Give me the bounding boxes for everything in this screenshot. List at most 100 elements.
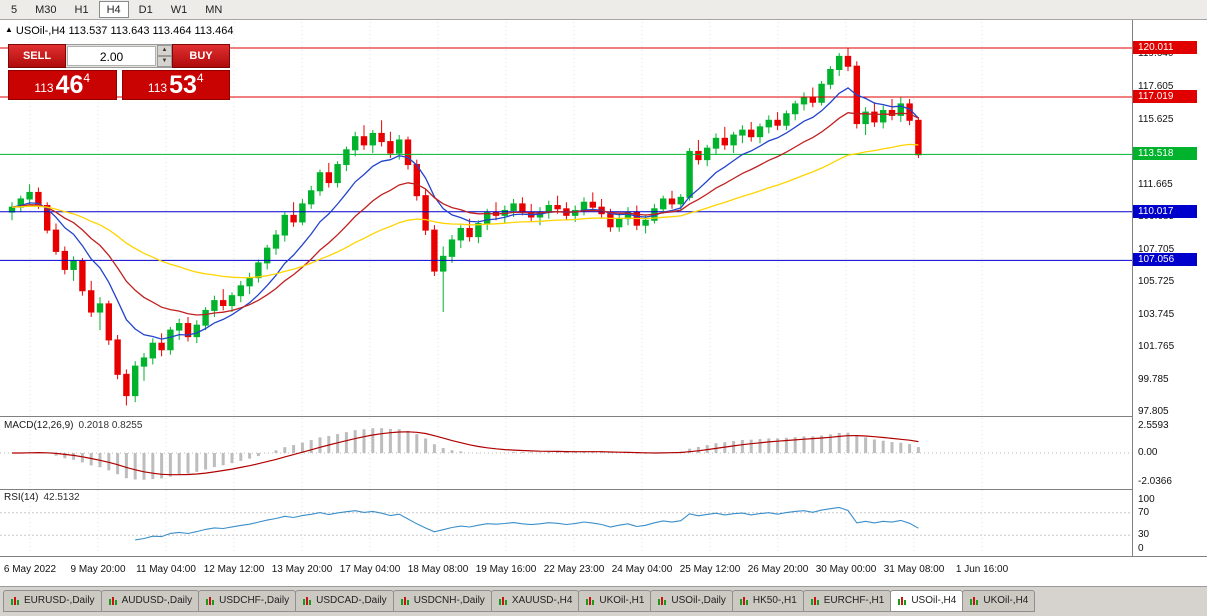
chart-tab-xauusd-h4[interactable]: XAUUSD-,H4	[490, 590, 580, 612]
timeframe-button-h1[interactable]: H1	[74, 4, 89, 16]
axis-tick-label: 111.665	[1138, 178, 1173, 190]
axis-tick-label: 97.805	[1138, 405, 1169, 417]
chart-tab-eurchf-h1[interactable]: EURCHF-,H1	[802, 590, 892, 612]
axis-tick-label: 0.00	[1138, 447, 1158, 459]
macd-label: MACD(12,26,9)	[4, 420, 74, 431]
chart-tab-label: XAUUSD-,H4	[511, 595, 573, 606]
price-level-label: 107.056	[1133, 253, 1197, 267]
time-axis-label: 25 May 12:00	[679, 564, 741, 575]
time-axis-label: 24 May 04:00	[611, 564, 673, 575]
chart-tab-label: HK50-,H1	[752, 595, 797, 606]
sell-price-big: 46	[55, 71, 84, 99]
chart-icon	[897, 596, 907, 606]
axis-tick-label: 0	[1138, 543, 1144, 554]
buy-price-sup: 4	[196, 71, 204, 85]
chart-tab-ukoil-h1[interactable]: UKOil-,H1	[578, 590, 652, 612]
axis-tick-label: 101.765	[1138, 341, 1175, 353]
axis-tick-label: 70	[1138, 506, 1150, 518]
axis-tick-label: 117.605	[1138, 81, 1174, 93]
timeframe-button-m30[interactable]: M30	[35, 4, 57, 16]
chart-icon	[108, 596, 118, 606]
time-axis: 6 May 2022 9 May 20:00 11 May 04:00 12 May …	[0, 556, 1207, 586]
chart-icon	[498, 596, 508, 606]
chart-tab-label: USDCAD-,Daily	[316, 595, 387, 606]
axis-tick-label: 115.625	[1138, 113, 1174, 125]
volume-down-button[interactable]: ▼	[157, 56, 172, 67]
chart-tab-audusd-daily[interactable]: AUDUSD-,Daily	[100, 590, 200, 612]
chart-tab-label: USOil-,H4	[911, 595, 957, 606]
price-level-label: 117.019	[1133, 90, 1197, 104]
time-axis-label: 9 May 20:00	[70, 564, 126, 575]
price-level-label: 110.017	[1133, 204, 1197, 218]
chart-tab-eurusd-daily[interactable]: EURUSD-,Daily	[3, 590, 102, 612]
timeframe-button-w1[interactable]: W1	[170, 4, 188, 16]
timeframe-toolbar: 5 M30 H1 H4 D1 W1 MN	[0, 0, 1207, 20]
axis-tick-label: 99.785	[1138, 373, 1169, 385]
price-level-label: 120.011	[1133, 41, 1197, 54]
sell-button[interactable]: SELL	[8, 44, 66, 68]
axis-tick-label: 103.745	[1138, 308, 1175, 320]
chart-tab-usdcad-daily[interactable]: USDCAD-,Daily	[295, 590, 394, 612]
axis-tick-label: 2.5593	[1138, 420, 1169, 431]
chart-tab-hk50-h1[interactable]: HK50-,H1	[731, 590, 804, 612]
price-axis: 119.640117.605115.625113.645111.665109.6…	[1132, 20, 1207, 556]
chart-icon	[739, 596, 749, 606]
timeframe-button-mn[interactable]: MN	[205, 4, 223, 16]
buy-price-small: 113	[147, 81, 168, 95]
volume-control[interactable]: 2.00 ▲ ▼	[66, 44, 172, 68]
axis-tick-label: 107.705	[1138, 243, 1175, 255]
chart-tab-label: UKOil-,H4	[983, 595, 1029, 606]
timeframe-button-d1[interactable]: D1	[138, 4, 153, 16]
time-axis-label: 30 May 00:00	[815, 564, 877, 575]
buy-price-big: 53	[169, 71, 197, 99]
time-axis-label: 13 May 20:00	[271, 564, 333, 575]
sell-price-sup: 4	[83, 71, 91, 85]
chart-tab-label: USDCNH-,Daily	[413, 595, 485, 606]
chart-icon	[810, 596, 820, 606]
chart-tab-usoil-daily[interactable]: USOil-,Daily	[650, 590, 733, 612]
volume-value[interactable]: 2.00	[67, 46, 156, 66]
macd-values: 0.2018 0.8255	[78, 420, 143, 431]
chart-title: ▲ USOil-,H4 113.537 113.643 113.464 113.4…	[5, 25, 233, 37]
time-axis-label: 31 May 08:00	[883, 564, 945, 575]
collapse-triangle-icon[interactable]: ▲	[5, 25, 13, 34]
chart-icon	[400, 596, 410, 606]
sell-price-display[interactable]: 113 46 4	[8, 70, 117, 100]
chart-tab-ukoil-h4[interactable]: UKOil-,H4	[962, 590, 1036, 612]
time-axis-label: 11 May 04:00	[136, 564, 196, 575]
chart-icon	[657, 596, 667, 606]
time-axis-label: 17 May 04:00	[339, 564, 401, 575]
chart-icon	[205, 596, 215, 606]
chart-tab-label: EURUSD-,Daily	[24, 595, 95, 606]
price-level-label: 113.518	[1133, 147, 1197, 161]
chart-tab-label: AUDUSD-,Daily	[121, 595, 193, 606]
timeframe-button-h4[interactable]: H4	[98, 1, 129, 18]
chart-icon	[585, 596, 595, 606]
time-axis-label: 18 May 08:00	[407, 564, 469, 575]
timeframe-button-5[interactable]: 5	[11, 4, 18, 16]
chart-tab-label: EURCHF-,H1	[823, 595, 885, 606]
rsi-label: RSI(14)	[4, 492, 39, 503]
rsi-indicator-header: RSI(14) 42.5132	[4, 492, 80, 503]
buy-price-display[interactable]: 113 53 4	[121, 70, 230, 100]
chart-tab-usdchf-daily[interactable]: USDCHF-,Daily	[198, 590, 297, 612]
axis-tick-label: -2.0366	[1138, 476, 1172, 487]
time-axis-label: 12 May 12:00	[203, 564, 265, 575]
axis-tick-label: 30	[1138, 529, 1150, 541]
volume-up-button[interactable]: ▲	[157, 45, 172, 56]
chart-icon	[302, 596, 312, 606]
volume-spinner: ▲ ▼	[157, 45, 172, 67]
axis-tick-label: 100	[1138, 494, 1155, 505]
buy-button[interactable]: BUY	[172, 44, 230, 68]
chart-tab-bar: EURUSD-,Daily AUDUSD-,Daily USDCHF-,Daily U…	[0, 586, 1207, 616]
chart-icon	[10, 596, 20, 606]
chart-canvas[interactable]	[0, 20, 1132, 556]
axis-tick-label: 105.725	[1138, 276, 1175, 288]
time-axis-label: 22 May 23:00	[543, 564, 605, 575]
chart-window: ▲ USOil-,H4 113.537 113.643 113.464 113.4…	[0, 20, 1132, 556]
chart-tab-label: USDCHF-,Daily	[219, 595, 290, 606]
chart-tab-usoil-h4[interactable]: USOil-,H4	[890, 590, 964, 612]
chart-tab-usdcnh-daily[interactable]: USDCNH-,Daily	[392, 590, 492, 612]
rsi-value: 42.5132	[43, 492, 80, 503]
